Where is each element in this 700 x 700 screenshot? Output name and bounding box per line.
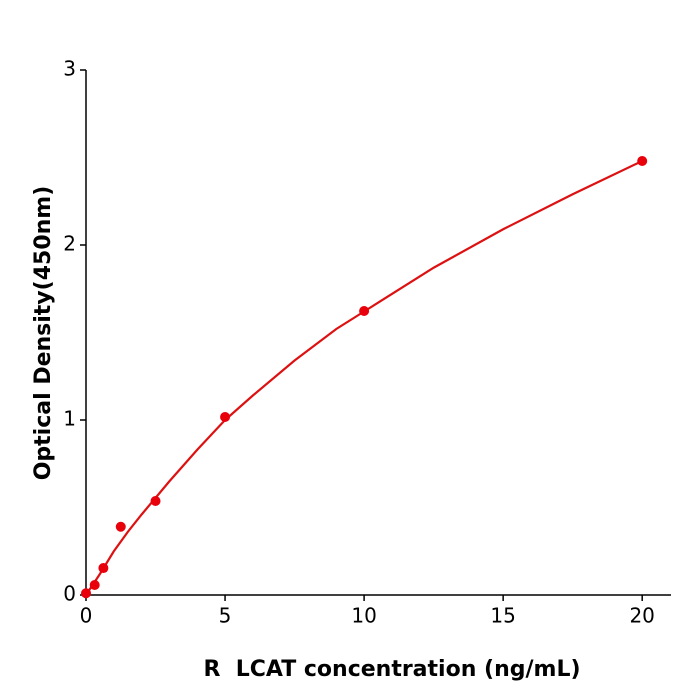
y-tick-label: 2 <box>63 232 76 256</box>
x-tick-label: 0 <box>80 604 93 628</box>
x-tick-label: 20 <box>629 604 654 628</box>
data-point <box>359 305 370 316</box>
data-point <box>115 521 126 532</box>
data-point <box>637 156 648 166</box>
x-axis-label: R LCAT concentration (ng/mL) <box>203 657 580 682</box>
data-point <box>89 580 100 591</box>
y-tick-label: 0 <box>63 582 76 606</box>
x-tick-label: 10 <box>351 604 376 628</box>
data-point <box>150 496 161 507</box>
fit-curve <box>85 160 643 596</box>
y-axis-label: Optical Density(450nm) <box>31 186 56 481</box>
x-tick-label: 5 <box>219 604 232 628</box>
data-point <box>220 412 231 423</box>
x-tick-label: 15 <box>490 604 515 628</box>
y-tick-label: 1 <box>63 407 76 431</box>
data-point <box>81 588 91 599</box>
y-tick-label: 3 <box>63 57 76 81</box>
data-point <box>98 563 109 574</box>
